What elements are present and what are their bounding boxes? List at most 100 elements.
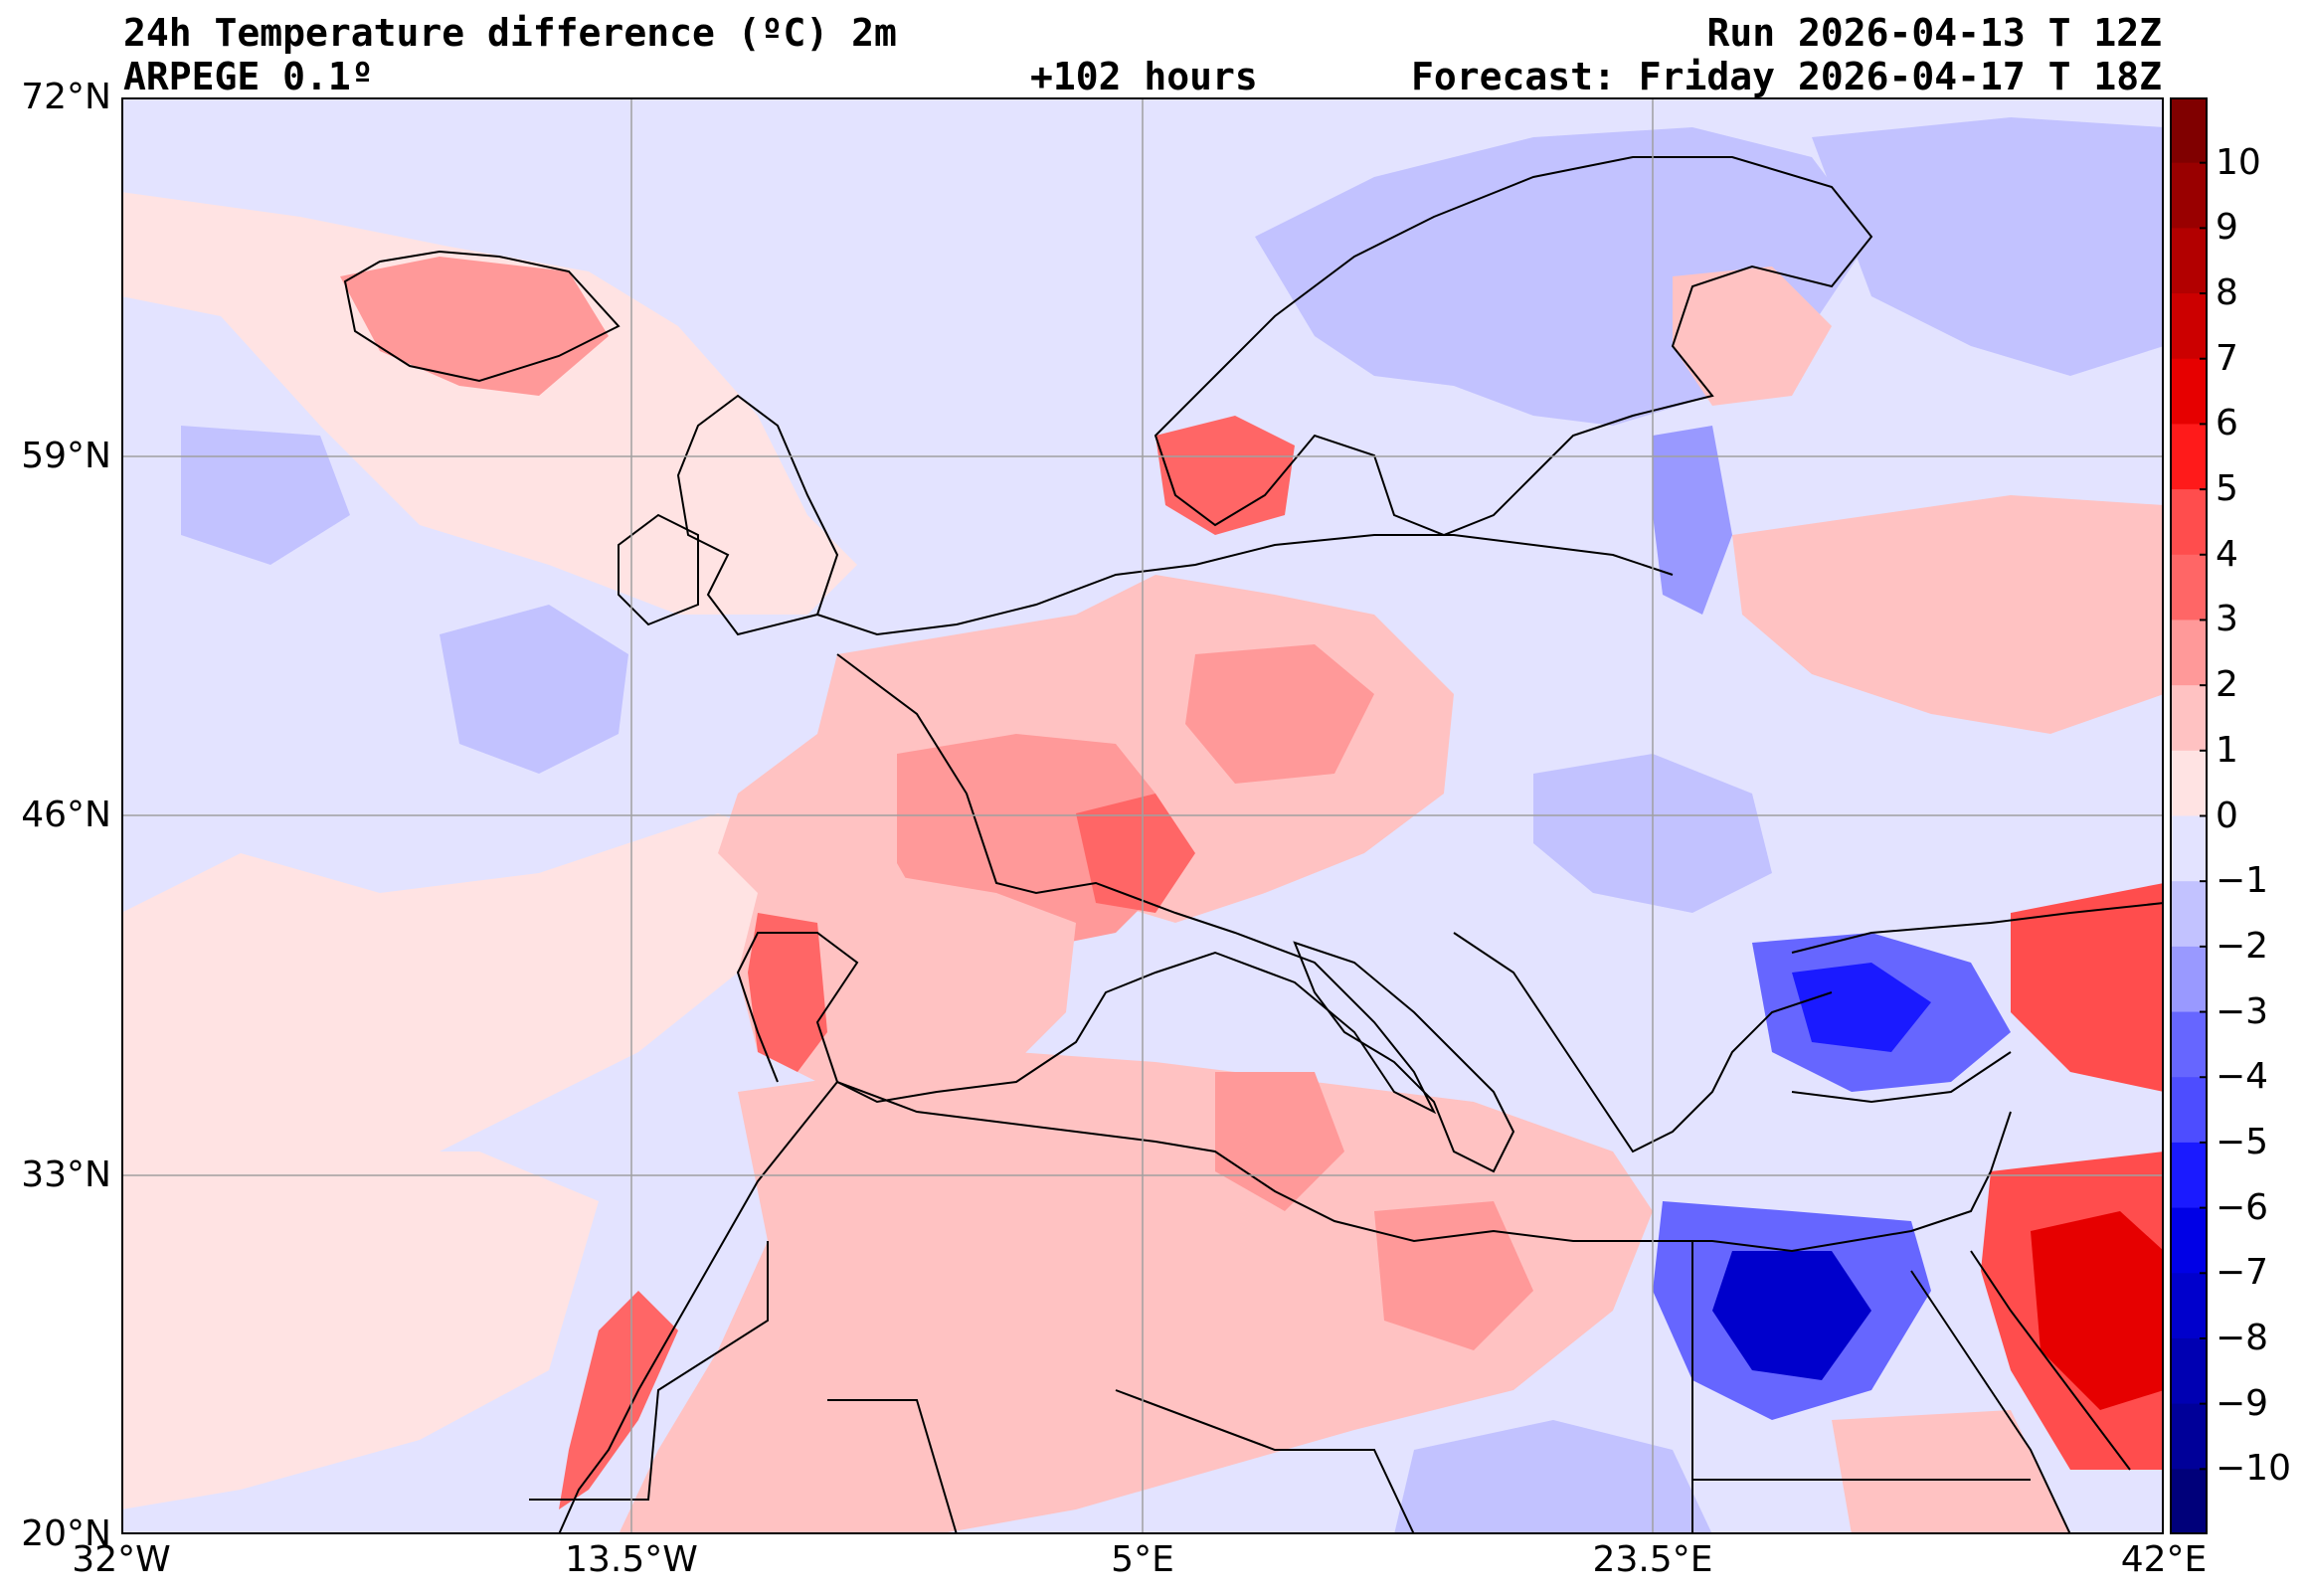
colorbar-tick-label: 6 — [2216, 403, 2238, 444]
lat-tick-33n: 33°N — [21, 1154, 111, 1195]
field-warm-scandinavia-south — [1155, 416, 1295, 535]
colorbar-tick-label: −6 — [2216, 1186, 2269, 1228]
colorbar-band — [2170, 946, 2208, 1013]
colorbar-tick-label: −3 — [2216, 990, 2269, 1032]
map-frame — [121, 97, 2164, 1534]
colorbar-band — [2170, 881, 2208, 948]
colorbar-tick-label: −7 — [2216, 1252, 2269, 1294]
colorbar-band — [2170, 358, 2208, 425]
coast-morocco-atlantic — [558, 1081, 838, 1534]
colorbar-tick-label: −5 — [2216, 1121, 2269, 1162]
colorbar-band — [2170, 228, 2208, 294]
colorbar-band — [2170, 554, 2208, 621]
colorbar-band — [2170, 293, 2208, 360]
coast-ireland — [618, 513, 699, 626]
colorbar-band — [2170, 685, 2208, 752]
colorbar-tick-label: −10 — [2216, 1448, 2291, 1490]
lon-tick-42e: 42°E — [2120, 1539, 2208, 1580]
lead-time-label: +102 hours — [1030, 55, 1258, 98]
colorbar-tick-label: 4 — [2216, 533, 2238, 575]
lat-tick-46n: 46°N — [21, 795, 111, 835]
border-algeria-niger — [1115, 1389, 1415, 1534]
lon-tick-13-5w: 13.5°W — [565, 1539, 698, 1580]
colorbar-tick-label: 7 — [2216, 337, 2238, 379]
colorbar-tick-label: 10 — [2216, 141, 2261, 183]
colorbar-band — [2170, 1011, 2208, 1078]
colorbar-tick-label: 0 — [2216, 795, 2238, 836]
field-warm-caucasus — [2011, 883, 2164, 1092]
colorbar-band — [2170, 489, 2208, 556]
field-cool-sahara-south — [1394, 1420, 1712, 1534]
colorbar-band — [2170, 620, 2208, 686]
border-algeria-mali — [827, 1399, 958, 1534]
colorbar-tick-label: 9 — [2216, 207, 2238, 249]
coast-north-africa — [836, 1081, 2012, 1253]
colorbar-tick-label: −4 — [2216, 1056, 2269, 1098]
coast-continental-europe — [816, 534, 1674, 636]
colorbar-tick-label: −9 — [2216, 1382, 2269, 1424]
graticule — [121, 97, 2164, 1534]
field-cool-atlantic-patch — [440, 605, 628, 774]
coast-scandinavia — [1154, 156, 1873, 537]
field-cold-turkey-core — [1792, 963, 1931, 1052]
temperature-fields — [121, 117, 2164, 1534]
field-warm-eastern-europe — [1732, 495, 2164, 734]
colorbar-tick-label: 8 — [2216, 272, 2238, 314]
model-label: ARPEGE 0.1º — [123, 55, 374, 98]
field-warm-tunisia — [1215, 1072, 1344, 1211]
coastlines-and-borders — [343, 156, 2164, 1534]
coast-red-sea — [1910, 1250, 2131, 1534]
colorbar-tick-label: 1 — [2216, 729, 2238, 771]
field-warm-morocco-coast — [559, 1291, 678, 1509]
colorbar-band — [2170, 97, 2208, 164]
colorbar-tick-label: −1 — [2216, 860, 2269, 902]
colorbar-band — [2170, 750, 2208, 816]
field-warm-iberia-west — [748, 913, 827, 1072]
colorbar-tick-label: 2 — [2216, 664, 2238, 706]
field-hot-arabia-core — [2031, 1211, 2164, 1410]
coast-western-europe — [736, 653, 1437, 1115]
colorbar-band — [2170, 1077, 2208, 1144]
map-title: 24h Temperature difference (ºC) 2m — [123, 11, 897, 55]
colorbar-band — [2170, 1469, 2208, 1534]
border-western-sahara — [529, 1241, 769, 1501]
colorbar-band — [2170, 1207, 2208, 1274]
colorbar-band — [2170, 1142, 2208, 1209]
colorbar-band — [2170, 424, 2208, 490]
field-cool-russia-north — [1812, 117, 2164, 376]
lon-tick-23-5e: 23.5°E — [1592, 1539, 1713, 1580]
lat-tick-20n: 20°N — [21, 1513, 111, 1554]
temperature-difference-map — [121, 97, 2164, 1534]
field-warm-north-africa — [619, 1052, 1653, 1534]
coast-british-isles — [676, 394, 839, 636]
field-warm-atlantic-lower — [121, 1152, 599, 1509]
colorbar-tick-label: −2 — [2216, 925, 2269, 967]
coast-italy — [1293, 941, 1515, 1173]
run-label: Run 2026-04-13 T 12Z — [1706, 11, 2162, 55]
field-warm-germany — [1185, 644, 1374, 784]
field-cold-egypt-core — [1712, 1251, 1871, 1380]
coast-turkey — [1791, 902, 2164, 1104]
field-cool-baltic — [1653, 426, 1732, 615]
lon-tick-5e: 5°E — [1111, 1539, 1174, 1580]
coast-iceland — [343, 250, 621, 383]
colorbar-band — [2170, 162, 2208, 229]
colorbar — [2170, 97, 2208, 1534]
colorbar-tick-label: 5 — [2216, 468, 2238, 510]
field-cool-atlantic-west — [181, 426, 350, 565]
field-warm-libya — [1374, 1201, 1533, 1350]
field-warm-atlantic-north — [121, 192, 857, 615]
colorbar-tick-label: 3 — [2216, 599, 2238, 640]
colorbar-band — [2170, 1337, 2208, 1405]
field-warm-finland — [1673, 266, 1832, 406]
forecast-label: Forecast: Friday 2026-04-17 T 18Z — [1411, 55, 2162, 98]
lat-tick-59n: 59°N — [21, 436, 111, 476]
field-warm-france-core — [1076, 794, 1195, 913]
field-warm-sudan — [1832, 1410, 2070, 1534]
lat-tick-72n: 72°N — [21, 77, 111, 117]
colorbar-band — [2170, 1403, 2208, 1470]
colorbar-band — [2170, 1273, 2208, 1339]
colorbar-band — [2170, 815, 2208, 882]
colorbar-tick-label: −8 — [2216, 1317, 2269, 1358]
lon-tick-32w: 32°W — [72, 1539, 171, 1580]
